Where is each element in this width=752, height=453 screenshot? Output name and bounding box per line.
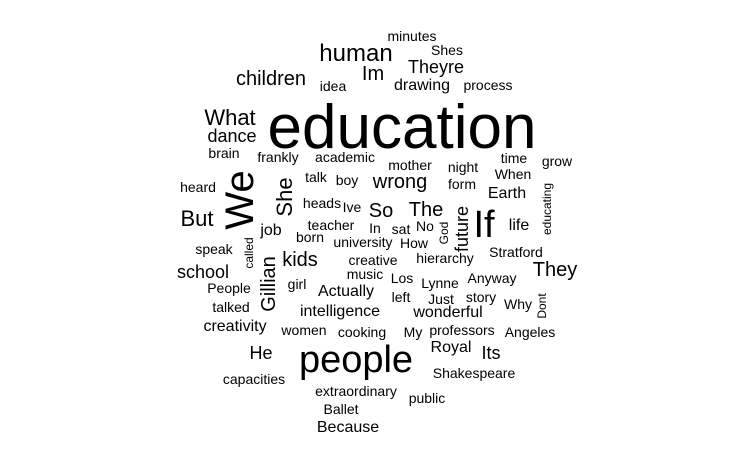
word-cooking: cooking bbox=[337, 324, 387, 340]
word-capacities: capacities bbox=[222, 371, 286, 387]
word-sat: sat bbox=[391, 221, 411, 237]
word-called: called bbox=[242, 237, 256, 269]
word-human: human bbox=[319, 40, 393, 67]
word-just: Just bbox=[428, 291, 454, 307]
word-future: future bbox=[452, 205, 472, 253]
word-we: We bbox=[218, 170, 262, 230]
word-born: born bbox=[295, 229, 325, 245]
word-girl: girl bbox=[287, 276, 307, 292]
word-ballet: Ballet bbox=[323, 401, 359, 417]
word-they: They bbox=[532, 259, 578, 281]
word-extraordinary: extraordinary bbox=[315, 383, 397, 399]
word-so: So bbox=[368, 200, 394, 222]
word-no: No bbox=[416, 218, 434, 234]
word-in: In bbox=[369, 220, 381, 236]
word-creativity: creativity bbox=[203, 318, 267, 335]
word-because: Because bbox=[316, 419, 380, 436]
word-boy: boy bbox=[335, 172, 359, 188]
word-time: time bbox=[500, 150, 528, 166]
word-university: university bbox=[333, 234, 393, 250]
word-life: life bbox=[508, 217, 530, 234]
word-heard: heard bbox=[180, 179, 216, 195]
word-brain: brain bbox=[208, 145, 240, 161]
word-im: Im bbox=[361, 63, 385, 85]
word-process: process bbox=[463, 77, 513, 93]
word-educating: educating bbox=[540, 182, 554, 236]
word-shes: Shes bbox=[431, 42, 463, 58]
word-night: night bbox=[447, 159, 479, 175]
word-public: public bbox=[408, 390, 446, 406]
word-anyway: Anyway bbox=[467, 270, 517, 286]
word-professors: professors bbox=[429, 322, 495, 338]
word-how: How bbox=[399, 235, 429, 251]
word-its: Its bbox=[481, 343, 501, 363]
word-he: He bbox=[249, 343, 273, 363]
word-when: When bbox=[494, 166, 532, 182]
word-story: story bbox=[465, 289, 497, 305]
word-idea: idea bbox=[319, 78, 347, 94]
word-mother: mother bbox=[388, 157, 432, 173]
word-shakespeare: Shakespeare bbox=[432, 365, 516, 381]
word-children: children bbox=[235, 68, 307, 90]
word-hierarchy: hierarchy bbox=[416, 250, 474, 266]
word-stratford: Stratford bbox=[489, 244, 543, 260]
word-women: women bbox=[281, 322, 327, 338]
word-music: music bbox=[346, 266, 384, 282]
word-ive: Ive bbox=[342, 199, 362, 215]
word-minutes: minutes bbox=[387, 28, 437, 44]
word-dance: dance bbox=[207, 126, 257, 146]
word-dont: Dont bbox=[535, 293, 549, 319]
word-actually: Actually bbox=[317, 283, 375, 300]
word-my: My bbox=[403, 324, 423, 340]
word-form: form bbox=[448, 176, 476, 192]
word-grow: grow bbox=[541, 153, 573, 169]
word-frankly: frankly bbox=[257, 149, 299, 165]
word-los: Los bbox=[390, 270, 414, 286]
word-people: People bbox=[207, 280, 251, 296]
word-what: What bbox=[204, 105, 256, 130]
word-wrong: wrong bbox=[372, 171, 428, 193]
word-academic: academic bbox=[315, 149, 375, 165]
word-heads: heads bbox=[302, 195, 342, 211]
word-teacher: teacher bbox=[307, 217, 355, 233]
word-if: If bbox=[473, 204, 495, 246]
word-the: The bbox=[408, 199, 444, 221]
word-she: She bbox=[272, 177, 297, 217]
word-theyre: Theyre bbox=[407, 57, 465, 77]
word-lynne: Lynne bbox=[421, 275, 459, 291]
word-intelligence: intelligence bbox=[299, 303, 381, 320]
word-angeles: Angeles bbox=[504, 324, 556, 340]
word-talked: talked bbox=[212, 299, 250, 315]
word-gillian: Gillian bbox=[258, 256, 280, 312]
word-creative: creative bbox=[348, 252, 398, 268]
word-god: God bbox=[437, 221, 451, 245]
word-education: education bbox=[267, 93, 537, 162]
word-royal: Royal bbox=[430, 339, 472, 356]
word-drawing: drawing bbox=[393, 77, 451, 94]
word-talk: talk bbox=[305, 169, 327, 185]
word-but: But bbox=[180, 206, 214, 231]
word-job: job bbox=[260, 222, 282, 239]
word-speak: speak bbox=[195, 241, 233, 257]
word-why: Why bbox=[504, 296, 532, 312]
word-left: left bbox=[391, 289, 411, 305]
word-wonderful: wonderful bbox=[413, 304, 483, 321]
word-earth: Earth bbox=[487, 185, 527, 202]
word-kids: kids bbox=[282, 249, 318, 271]
word-school: school bbox=[176, 262, 230, 282]
word-people: people bbox=[298, 339, 414, 381]
